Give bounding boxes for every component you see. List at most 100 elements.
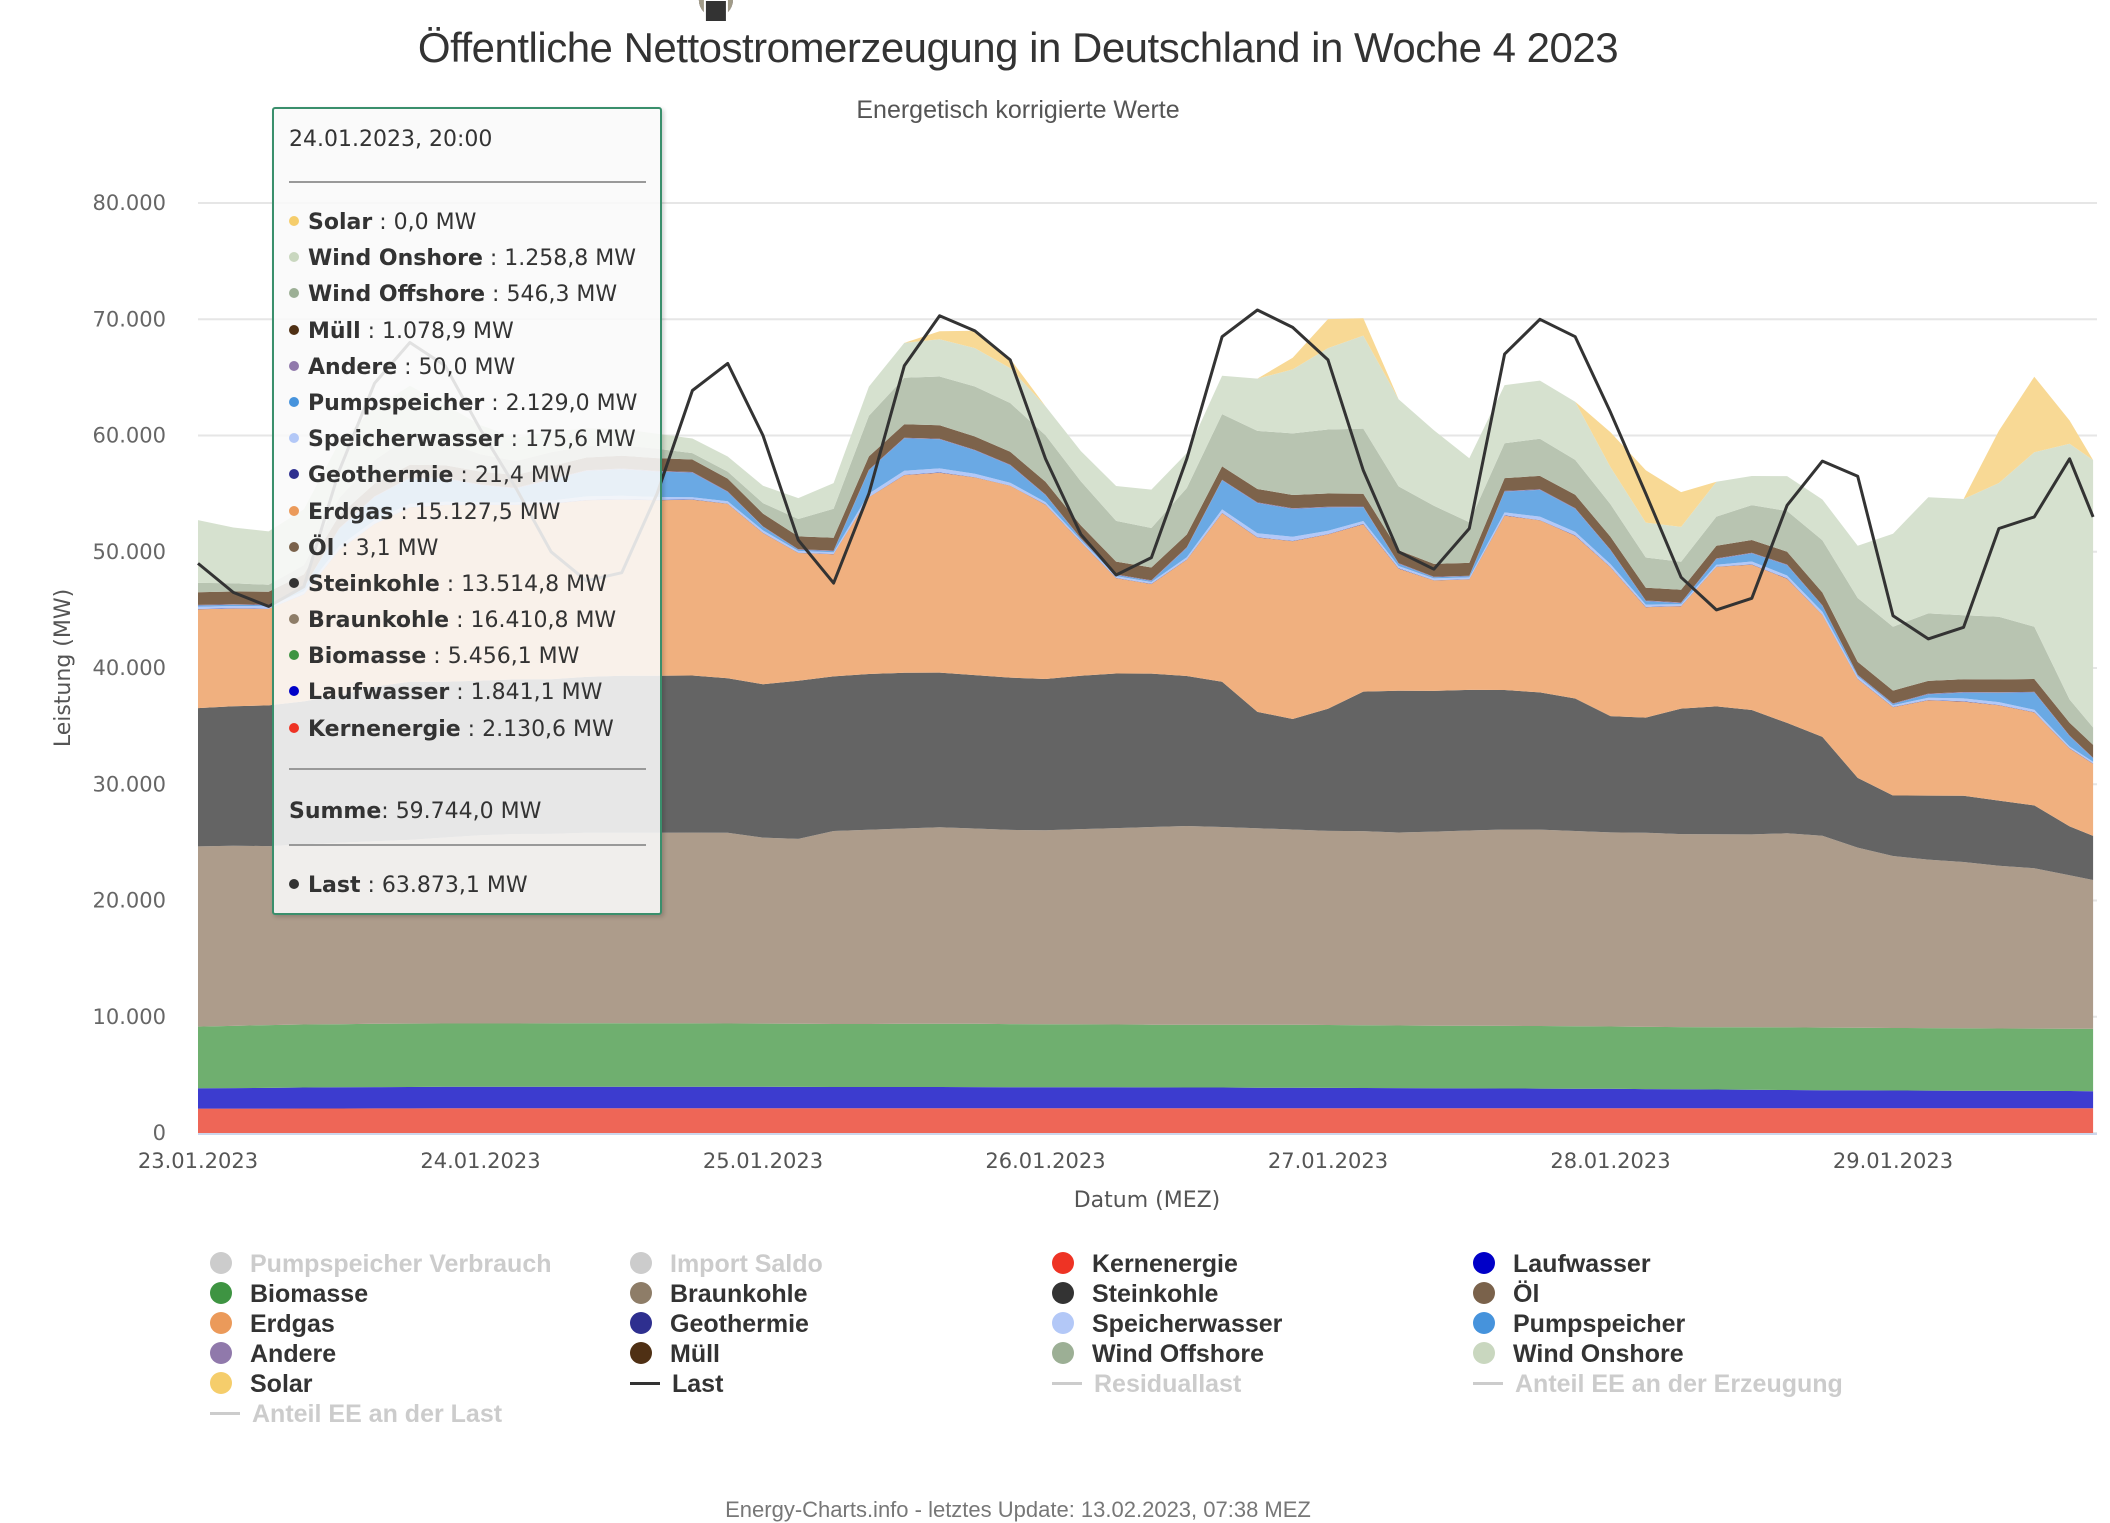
legend-label: Speicherwasser — [1092, 1310, 1283, 1338]
tooltip-series-name: Laufwasser — [308, 680, 450, 706]
tooltip-row: Speicherwasser : 175,6 MW — [289, 422, 646, 458]
tooltip-series-name: Solar — [308, 210, 373, 235]
legend-item-last[interactable]: Last — [630, 1369, 723, 1399]
legend-label: Wind Offshore — [1092, 1340, 1264, 1368]
legend-label: Pumpspeicher — [1513, 1310, 1686, 1338]
series-dot-icon — [289, 577, 299, 588]
legend-label: Erdgas — [250, 1310, 335, 1338]
legend-item-müll[interactable]: Müll — [630, 1339, 720, 1369]
legend-circle-icon — [210, 1372, 232, 1395]
legend-circle-icon — [1052, 1312, 1074, 1335]
legend-circle-icon — [1473, 1312, 1495, 1335]
series-dot-icon — [289, 541, 299, 552]
legend-item-laufwasser[interactable]: Laufwasser — [1473, 1249, 1651, 1279]
legend-circle-icon — [1052, 1282, 1074, 1305]
legend-item-öl[interactable]: Öl — [1473, 1279, 1539, 1309]
tooltip: 24.01.2023, 20:00 Solar : 0,0 MW Wind Ons… — [272, 107, 662, 915]
tooltip-row: Solar : 0,0 MW — [289, 205, 646, 241]
area-erdgas[interactable] — [198, 472, 2094, 836]
tooltip-series-name: Wind Onshore — [308, 246, 483, 272]
tooltip-series-name: Steinkohle — [308, 571, 440, 597]
legend-item-steinkohle[interactable]: Steinkohle — [1052, 1279, 1218, 1309]
legend-circle-icon — [630, 1312, 652, 1335]
legend-item-biomasse[interactable]: Biomasse — [210, 1279, 368, 1309]
legend-circle-icon — [1473, 1282, 1495, 1305]
legend-item-kernenergie[interactable]: Kernenergie — [1052, 1249, 1238, 1279]
legend-circle-icon — [210, 1312, 232, 1335]
y-tick-label: 60.000 — [93, 424, 166, 448]
x-tick-label: 23.01.2023 — [138, 1149, 258, 1173]
legend-item-anteil-ee-an-der-last[interactable]: Anteil EE an der Last — [210, 1399, 502, 1429]
area-kernenergie[interactable] — [198, 1108, 2094, 1133]
tooltip-series-name: Speicherwasser — [308, 427, 504, 453]
tooltip-row: Müll : 1.078,9 MW — [289, 314, 646, 350]
legend-item-braunkohle[interactable]: Braunkohle — [630, 1279, 808, 1309]
legend-circle-icon — [1052, 1342, 1074, 1365]
legend-label: Last — [672, 1370, 724, 1398]
series-dot-icon — [289, 252, 299, 263]
tooltip-date: 24.01.2023, 20:00 — [289, 127, 493, 152]
tooltip-last-value: 63.873,1 MW — [381, 872, 528, 898]
area-laufwasser[interactable] — [198, 1086, 2094, 1109]
x-axis: 23.01.2023 24.01.2023 25.01.2023 26.01.2023… — [138, 1133, 2097, 1173]
tooltip-row: Wind Onshore : 1.258,8 MW — [289, 241, 646, 277]
y-tick-label: 80.000 — [93, 191, 166, 215]
legend-item-pumpspeicher-verbrauch[interactable]: Pumpspeicher Verbrauch — [210, 1249, 552, 1279]
marker-last — [703, 0, 728, 23]
tooltip-series-name: Wind Offshore — [308, 282, 486, 308]
legend-label: Kernenergie — [1092, 1250, 1238, 1278]
tooltip-series-value: 3,1 MW — [355, 535, 439, 561]
series-dot-icon — [289, 614, 299, 625]
tooltip-series-value: 175,6 MW — [525, 427, 636, 453]
tooltip-series-name: Kernenergie — [308, 716, 461, 742]
tooltip-row: Erdgas : 15.127,5 MW — [289, 495, 646, 531]
legend-label: Laufwasser — [1513, 1250, 1651, 1278]
tooltip-sum-value: 59.744,0 MW — [395, 798, 542, 824]
legend-item-andere[interactable]: Andere — [210, 1339, 336, 1369]
legend-item-geothermie[interactable]: Geothermie — [630, 1309, 809, 1339]
legend-circle-icon — [630, 1342, 652, 1365]
tooltip-series-name: Pumpspeicher — [308, 390, 485, 416]
legend-item-speicherwasser[interactable]: Speicherwasser — [1052, 1309, 1282, 1339]
legend-item-erdgas[interactable]: Erdgas — [210, 1309, 335, 1339]
legend-label: Steinkohle — [1092, 1280, 1219, 1308]
legend-item-wind-offshore[interactable]: Wind Offshore — [1052, 1339, 1264, 1369]
tooltip-series-name: Biomasse — [308, 644, 427, 670]
series-dot-icon — [289, 324, 299, 335]
tooltip-series-value: 1.078,9 MW — [382, 318, 514, 344]
tooltip-series-value: 1.841,1 MW — [470, 680, 603, 706]
area-braunkohle[interactable] — [198, 826, 2094, 1029]
tooltip-row: Braunkohle : 16.410,8 MW — [289, 603, 646, 639]
tooltip-series-value: 0,0 MW — [393, 210, 477, 235]
series-dot-icon — [289, 360, 299, 371]
legend-item-residuallast[interactable]: Residuallast — [1052, 1369, 1241, 1399]
y-axis: 0 10.000 20.000 30.000 40.000 50.000 60.000 70.… — [93, 191, 166, 1145]
tooltip-divider — [289, 181, 646, 183]
legend-item-wind-onshore[interactable]: Wind Onshore — [1473, 1339, 1684, 1369]
legend-item-pumpspeicher[interactable]: Pumpspeicher — [1473, 1309, 1685, 1339]
legend-circle-icon — [630, 1252, 652, 1275]
area-steinkohle[interactable] — [198, 672, 2094, 880]
legend-label: Pumpspeicher Verbrauch — [250, 1250, 552, 1278]
tooltip-series-value: 2.129,0 MW — [505, 390, 638, 416]
tooltip-divider — [289, 767, 646, 770]
legend-label: Anteil EE an der Erzeugung — [1515, 1370, 1843, 1398]
tooltip-series-name: Geothermie — [308, 463, 454, 489]
series-dot-icon — [289, 686, 299, 697]
series-dot-icon — [289, 433, 299, 444]
tooltip-series-value: 21,4 MW — [474, 463, 572, 489]
legend-item-import-saldo[interactable]: Import Saldo — [630, 1249, 823, 1279]
legend: Pumpspeicher Verbrauch Import Saldo Kernen… — [0, 1248, 2110, 1448]
area-biomasse[interactable] — [198, 1023, 2094, 1092]
tooltip-series-value: 5.456,1 MW — [447, 644, 580, 670]
series-dot-icon — [289, 288, 299, 299]
legend-item-solar[interactable]: Solar — [210, 1369, 313, 1399]
y-tick-label: 40.000 — [93, 656, 166, 680]
legend-label: Andere — [250, 1340, 337, 1368]
legend-item-anteil-ee-an-der-erzeugung[interactable]: Anteil EE an der Erzeugung — [1473, 1369, 1843, 1399]
series-dot-icon — [289, 469, 299, 480]
legend-label: Öl — [1513, 1280, 1540, 1308]
series-dot-icon — [289, 396, 299, 407]
x-tick-label: 29.01.2023 — [1833, 1149, 1953, 1173]
